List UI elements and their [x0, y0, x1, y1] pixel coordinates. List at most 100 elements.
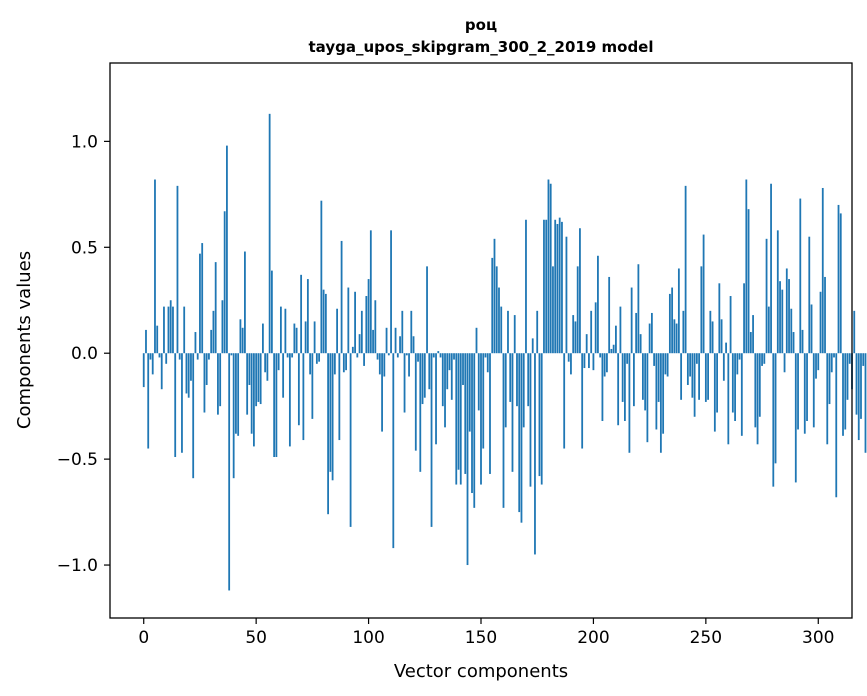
bar-175: [536, 310, 539, 354]
bar-263: [734, 353, 736, 421]
bar-241: [684, 185, 687, 354]
bar-167: [518, 353, 521, 513]
bar-115: [401, 310, 404, 354]
bar-130: [435, 353, 437, 445]
bar-114: [399, 336, 401, 354]
bar-64: [286, 353, 289, 358]
bar-207: [608, 276, 611, 354]
bar-70: [300, 274, 303, 354]
bar-206: [606, 353, 608, 373]
bar-53: [262, 323, 264, 354]
bar-66: [291, 353, 294, 358]
bar-144: [466, 353, 469, 566]
bar-220: [637, 264, 640, 354]
bar-236: [673, 319, 676, 354]
bar-127: [428, 353, 431, 390]
bar-136: [448, 353, 451, 371]
bar-316: [853, 310, 856, 354]
bar-159: [500, 306, 503, 354]
bar-94: [354, 291, 356, 354]
bar-14: [174, 353, 177, 458]
bar-280: [772, 353, 775, 487]
bar-24: [196, 353, 199, 360]
y-tick-label: −1.0: [57, 556, 98, 576]
bar-139: [455, 353, 458, 485]
bar-242: [686, 353, 689, 385]
bar-152: [484, 353, 487, 358]
bar-54: [264, 353, 267, 373]
bar-284: [781, 289, 784, 354]
bar-50: [255, 353, 258, 407]
bar-192: [574, 321, 577, 354]
bar-15: [176, 185, 179, 354]
bar-132: [439, 353, 442, 358]
bar-103: [374, 300, 377, 354]
bar-261: [729, 296, 732, 354]
bar-225: [648, 323, 651, 354]
bar-3: [149, 353, 152, 360]
bar-239: [680, 353, 683, 400]
bar-287: [788, 279, 790, 354]
bar-276: [763, 353, 766, 364]
bar-147: [473, 353, 476, 508]
bar-59: [275, 353, 278, 458]
bar-183: [554, 219, 557, 354]
bar-25: [199, 253, 201, 354]
bar-243: [689, 353, 692, 377]
x-tick-label: 100: [352, 628, 384, 648]
bar-319: [860, 353, 862, 419]
bar-195: [581, 353, 584, 449]
bar-301: [819, 291, 822, 354]
bar-289: [792, 332, 795, 354]
bar-48: [250, 353, 253, 434]
bar-13: [172, 306, 174, 354]
bar-72: [304, 321, 307, 354]
bar-321: [864, 353, 867, 453]
bar-297: [810, 304, 813, 354]
bar-282: [776, 230, 779, 354]
bar-34: [219, 353, 222, 407]
bar-249: [702, 234, 705, 354]
bar-176: [538, 353, 541, 477]
bar-308: [835, 353, 838, 498]
bar-106: [381, 353, 383, 432]
bar-23: [194, 332, 197, 354]
bar-142: [462, 353, 464, 385]
bar-283: [779, 281, 781, 354]
bar-231: [662, 353, 665, 434]
bar-124: [421, 353, 424, 405]
bar-277: [765, 238, 768, 354]
bar-19: [185, 353, 188, 394]
bar-117: [405, 353, 408, 356]
bar-31: [212, 310, 215, 354]
bar-227: [653, 353, 656, 366]
bar-264: [736, 353, 739, 375]
bar-95: [356, 353, 359, 358]
bar-141: [459, 353, 462, 485]
bar-201: [594, 302, 597, 354]
bar-166: [516, 353, 518, 407]
bar-200: [592, 353, 595, 371]
bar-4: [151, 353, 154, 375]
bar-251: [707, 353, 709, 400]
bar-178: [543, 219, 545, 354]
bar-98: [363, 353, 365, 366]
bar-18: [183, 306, 186, 354]
plot-frame: [109, 62, 853, 619]
bar-149: [477, 353, 480, 411]
bar-164: [511, 353, 514, 472]
bar-55: [266, 353, 269, 381]
bar-156: [493, 238, 496, 354]
bar-41: [235, 353, 237, 434]
bar-108: [385, 327, 388, 354]
bar-268: [745, 179, 748, 354]
x-tick-label: 150: [465, 628, 497, 648]
x-axis-ticks: 0 50 100 150 200 250 300: [138, 618, 834, 648]
bar-313: [846, 353, 849, 400]
bar-194: [579, 228, 581, 354]
y-tick-label: 0.5: [71, 238, 98, 258]
bar-198: [588, 353, 590, 369]
bar-137: [450, 353, 453, 400]
bar-145: [468, 353, 471, 432]
bar-212: [619, 306, 622, 354]
